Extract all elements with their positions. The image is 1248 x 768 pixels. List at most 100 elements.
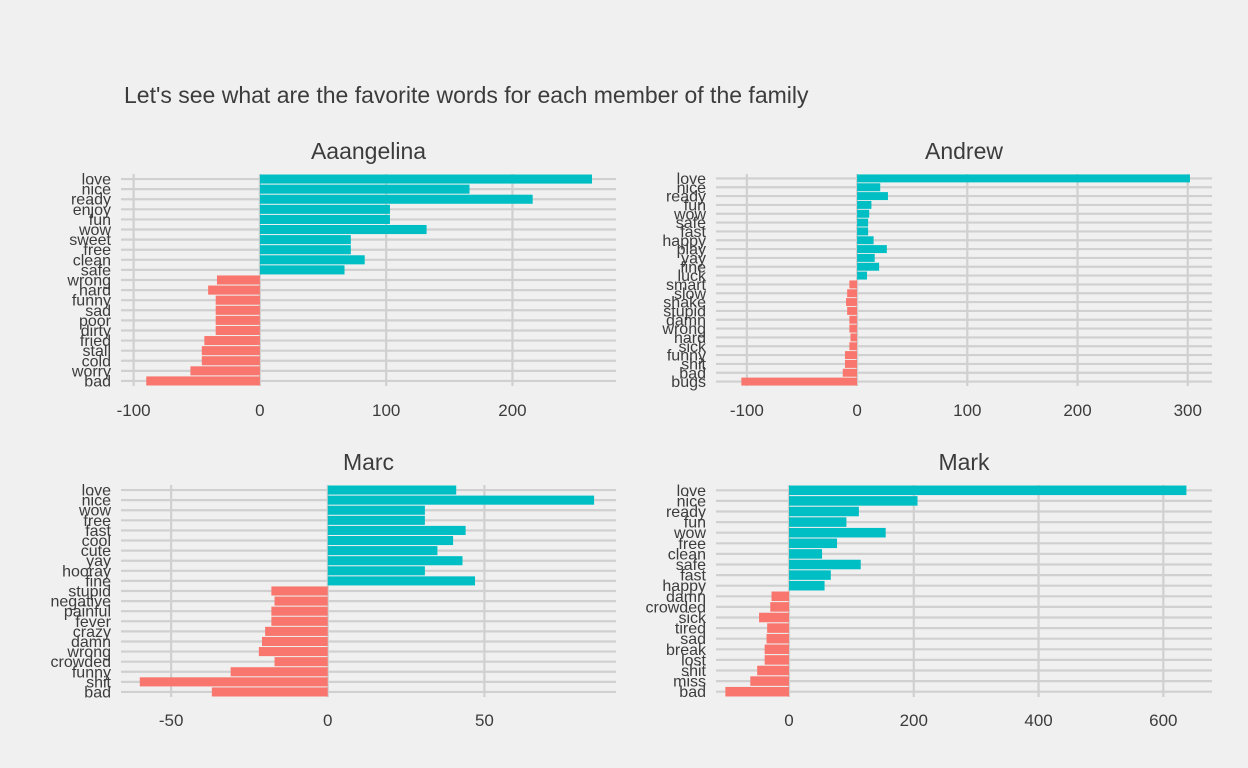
bar-fast <box>327 525 466 535</box>
x-tick-label: 0 <box>852 401 861 420</box>
category-label: fried <box>80 333 111 350</box>
bar-luck <box>857 271 868 280</box>
bar-wrong <box>849 324 858 333</box>
bar-love <box>788 485 1187 496</box>
category-label: nice <box>677 180 706 197</box>
bar-safe <box>857 218 869 227</box>
bar-hard <box>850 333 858 342</box>
category-label: bad <box>679 684 706 701</box>
bar-bad <box>146 376 260 386</box>
bar-safe <box>259 265 345 275</box>
category-label: love <box>677 483 706 500</box>
category-label: stupid <box>68 584 111 601</box>
category-label: nice <box>677 493 706 510</box>
category-label: break <box>666 642 707 659</box>
category-label: slow <box>674 286 706 303</box>
facet-panel-mark: Mark 0 200 400 600 lovenicereadyfunwowfreecle… <box>646 449 1212 730</box>
category-label: love <box>82 172 111 189</box>
bar-happy <box>788 580 825 591</box>
category-label: painful <box>64 604 111 621</box>
category-label: crazy <box>73 624 111 641</box>
bar-nice <box>259 184 470 194</box>
category-label: yay <box>681 250 706 267</box>
x-tick-label: -50 <box>159 711 184 730</box>
category-label: dirty <box>81 323 111 340</box>
bar-wow <box>857 209 870 218</box>
x-tick-label: 300 <box>1174 401 1202 420</box>
bar-cool <box>327 535 454 546</box>
bar-shit <box>139 677 328 687</box>
category-label: happy <box>662 233 706 250</box>
category-label: fast <box>680 568 706 585</box>
bar-play <box>857 245 887 254</box>
x-tick-label: 50 <box>475 711 494 730</box>
bar-happy <box>857 236 874 245</box>
category-label: safe <box>676 215 706 232</box>
bar-sick <box>849 342 858 351</box>
bar-damn <box>849 315 858 324</box>
bar-free <box>788 538 838 549</box>
category-label: fast <box>680 224 706 241</box>
category-label: bad <box>679 365 706 382</box>
category-label: ready <box>71 192 111 209</box>
category-label: luck <box>678 268 707 285</box>
bar-wrong <box>216 275 260 285</box>
x-tick-label: 0 <box>323 711 332 730</box>
bar-crowded <box>274 657 328 667</box>
facet-panel-marc: Marc -50 0 50 lovenicewowfreefastcoolcuteyay… <box>51 449 616 730</box>
bar-worry <box>190 366 260 376</box>
x-tick-label: 200 <box>900 711 928 730</box>
bar-yay <box>327 556 463 566</box>
bar-damn <box>771 591 789 602</box>
category-label: sick <box>678 339 707 356</box>
category-label: wrong <box>661 321 706 338</box>
category-label: safe <box>676 557 706 574</box>
category-label: fast <box>85 523 111 540</box>
category-label: poor <box>79 313 112 330</box>
bar-free <box>259 245 351 255</box>
bar-enjoy <box>259 204 390 214</box>
bar-wow <box>327 505 425 515</box>
category-label: free <box>678 536 706 553</box>
bar-yay <box>857 253 875 262</box>
category-label: fever <box>75 614 111 631</box>
category-label: smart <box>666 277 707 294</box>
bar-miss <box>750 676 789 686</box>
bar-hooray <box>327 566 425 576</box>
x-tick-label: 600 <box>1149 711 1177 730</box>
category-label: cool <box>82 533 111 550</box>
bar-fast <box>788 570 831 580</box>
facet-title: Andrew <box>925 138 1003 164</box>
bar-dirty <box>215 325 260 336</box>
bar-smart <box>849 280 858 289</box>
bar-fun <box>788 517 847 527</box>
bar-funny <box>844 351 858 360</box>
category-label: nice <box>82 182 111 199</box>
category-label: shake <box>663 295 706 312</box>
bar-fun <box>259 214 390 224</box>
x-tick-label: -100 <box>730 401 764 420</box>
bar-bad <box>725 686 789 697</box>
category-label: sweet <box>69 232 111 249</box>
category-label: wow <box>78 222 111 239</box>
bar-crowded <box>770 602 789 612</box>
bar-fried <box>204 336 260 346</box>
category-label: crowded <box>51 654 111 671</box>
category-label: fun <box>684 197 706 214</box>
x-tick-label: 100 <box>953 401 981 420</box>
category-label: wow <box>673 206 706 223</box>
category-label: miss <box>673 674 706 691</box>
x-tick-label: 400 <box>1024 711 1052 730</box>
bar-nice <box>327 495 595 505</box>
category-label: wrong <box>66 273 111 290</box>
bar-fast <box>857 227 869 236</box>
category-label: love <box>677 171 706 188</box>
facet-panel-aaangelina: Aaangelina-100 0 100 200lovenicereadyenjoyf… <box>66 138 616 420</box>
category-label: free <box>83 513 111 530</box>
category-label: bugs <box>671 374 706 391</box>
x-tick-label: 200 <box>1063 401 1091 420</box>
x-tick-label: 0 <box>255 401 264 420</box>
chart-title: Let's see what are the favorite words fo… <box>124 82 809 108</box>
category-label: enjoy <box>73 202 111 219</box>
